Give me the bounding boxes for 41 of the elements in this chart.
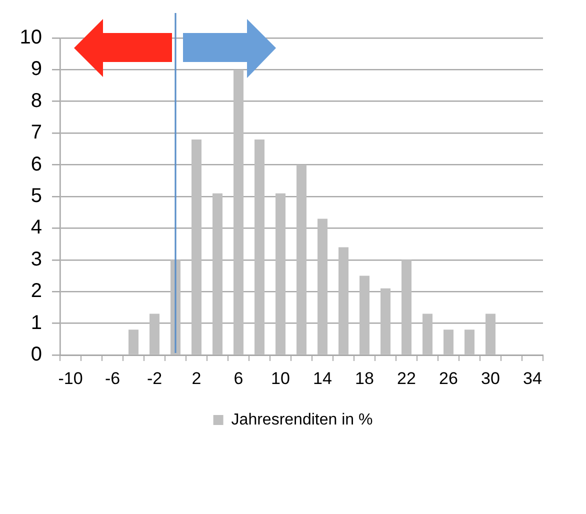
x-tick-label: 22 xyxy=(397,368,416,388)
y-tick-label: 10 xyxy=(20,26,42,49)
x-tick-label: 30 xyxy=(481,368,500,388)
y-tick-label: 1 xyxy=(30,312,42,334)
y-tick-label: 0 xyxy=(30,344,42,366)
bar xyxy=(464,330,474,354)
x-tick-label: 2 xyxy=(192,368,202,388)
bar xyxy=(150,314,160,354)
bar xyxy=(128,330,138,354)
bar xyxy=(276,193,286,354)
y-tick-label: 4 xyxy=(30,216,42,239)
x-tick-label: -6 xyxy=(104,368,120,388)
bar xyxy=(318,218,328,354)
x-tick-label: 14 xyxy=(313,368,332,388)
bar xyxy=(444,330,454,354)
bar xyxy=(234,70,244,354)
y-tick-label: 9 xyxy=(30,58,42,80)
x-tick-label: 26 xyxy=(439,368,458,388)
x-tick-label: 18 xyxy=(355,368,374,388)
legend-label: Jahresrenditen in % xyxy=(231,411,373,428)
y-tick-label: 2 xyxy=(30,280,42,302)
bar xyxy=(212,193,222,354)
bar xyxy=(192,139,202,354)
y-tick-label: 6 xyxy=(30,153,42,176)
y-tick-label: 3 xyxy=(30,248,42,270)
bar xyxy=(360,276,370,354)
x-tick-label: -10 xyxy=(58,368,83,388)
x-tick-label: -2 xyxy=(146,368,162,388)
bar xyxy=(254,139,264,354)
bar xyxy=(402,260,412,354)
bar xyxy=(422,314,432,354)
x-tick-label: 34 xyxy=(523,368,542,388)
bar xyxy=(486,314,496,354)
y-tick-label: 5 xyxy=(30,185,42,208)
bar xyxy=(296,164,306,354)
bar xyxy=(380,288,390,354)
y-tick-label: 7 xyxy=(30,122,42,144)
y-tick-label: 8 xyxy=(30,90,42,112)
bar xyxy=(338,247,348,354)
x-tick-label: 6 xyxy=(234,368,244,388)
x-tick-label: 10 xyxy=(271,368,290,388)
